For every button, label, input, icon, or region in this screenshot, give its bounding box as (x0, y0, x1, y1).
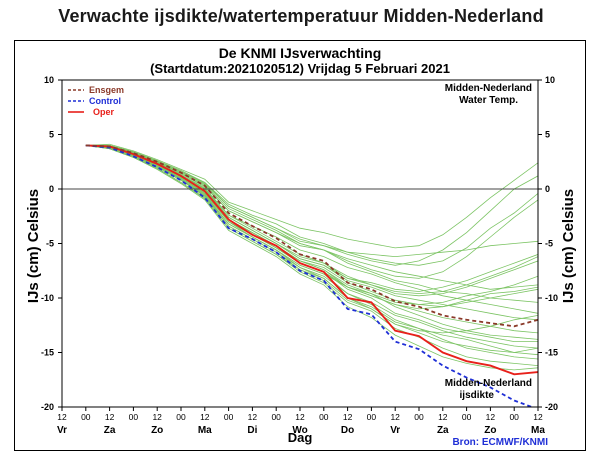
x-hour-label: 12 (152, 412, 162, 422)
x-hour-label: 12 (295, 412, 305, 422)
x-day-label: Wo (292, 425, 307, 436)
y-tick-label-right: -15 (545, 348, 558, 358)
y-tick-label-right: -10 (545, 293, 558, 303)
annotation-water-temp-region: Midden-Nederland (445, 83, 532, 94)
x-hour-label: 12 (486, 412, 496, 422)
y-tick-label-right: 10 (545, 75, 555, 85)
ensemble-member-line (85, 143, 538, 249)
y-tick-label-left: -15 (41, 348, 54, 358)
x-day-label: Zo (484, 425, 496, 436)
x-hour-label: 12 (248, 412, 258, 422)
y-tick-label-right: 5 (545, 130, 550, 140)
y-tick-label-left: 5 (49, 130, 54, 140)
x-hour-label: 00 (129, 412, 139, 422)
x-day-label: Zo (151, 425, 163, 436)
x-day-label: Za (437, 425, 449, 436)
x-hour-label: 00 (224, 412, 234, 422)
x-hour-label: 00 (319, 412, 329, 422)
y-tick-label-left: -10 (41, 293, 54, 303)
x-day-label: Vr (57, 425, 67, 436)
annotation-ice-region: Midden-Nederland (445, 378, 532, 389)
x-axis-label: Dag (288, 430, 313, 445)
x-hour-label: 00 (176, 412, 186, 422)
y-tick-label-right: 0 (545, 184, 550, 194)
x-hour-label: 12 (533, 412, 543, 422)
x-day-label: Do (341, 425, 354, 436)
ensemble-member-line (85, 145, 538, 292)
x-hour-label: 00 (367, 412, 377, 422)
legend-label-ensgem: Ensgem (89, 85, 124, 95)
x-day-label: Di (247, 425, 257, 436)
y-tick-label-left: 10 (44, 75, 54, 85)
x-hour-label: 00 (81, 412, 91, 422)
source-credit: Bron: ECMWF/KNMI (452, 437, 548, 448)
ensemble-member-line (85, 145, 538, 371)
ensemble-member-line (85, 145, 538, 334)
y-tick-label-right: -5 (545, 239, 553, 249)
y-axis-label-right: IJs (cm) Celsius (560, 189, 577, 303)
x-hour-label: 12 (390, 412, 400, 422)
x-hour-label: 00 (509, 412, 519, 422)
y-tick-label-left: -5 (46, 239, 54, 249)
x-hour-label: 12 (343, 412, 353, 422)
y-tick-label-left: -20 (41, 402, 54, 412)
legend-box (65, 84, 139, 120)
series-line-ensgem (85, 144, 538, 328)
legend: Ensgem Control Oper (65, 84, 139, 120)
page-title: Verwachte ijsdikte/watertemperatuur Midd… (58, 6, 544, 26)
x-hour-label: 00 (462, 412, 472, 422)
x-day-label: Vr (390, 425, 400, 436)
ensemble-member-line (85, 145, 538, 258)
x-day-label: Ma (198, 425, 212, 436)
annotation-water-temp: Water Temp. (459, 95, 518, 106)
x-day-label: Ma (531, 425, 545, 436)
x-hour-label: 12 (200, 412, 210, 422)
series-line-control (85, 144, 535, 407)
main-series (85, 144, 538, 407)
chart-subtitle: (Startdatum:2021020512) Vrijdag 5 Februa… (150, 61, 450, 76)
legend-label-oper: Oper (93, 107, 115, 117)
x-hour-label: 12 (105, 412, 115, 422)
annotation-ice-thickness: ijsdikte (460, 390, 495, 401)
legend-label-control: Control (89, 96, 121, 106)
y-axis-label-left: IJs (cm) Celsius (25, 189, 42, 303)
x-hour-label: 12 (438, 412, 448, 422)
x-hour-label: 00 (414, 412, 424, 422)
y-tick-label-right: -20 (545, 402, 558, 412)
x-day-label: Za (104, 425, 116, 436)
x-hour-label: 12 (57, 412, 67, 422)
x-hour-label: 00 (271, 412, 281, 422)
series-line-oper (85, 144, 538, 376)
y-tick-label-left: 0 (49, 184, 54, 194)
chart-title: De KNMI IJsverwachting (219, 45, 382, 61)
